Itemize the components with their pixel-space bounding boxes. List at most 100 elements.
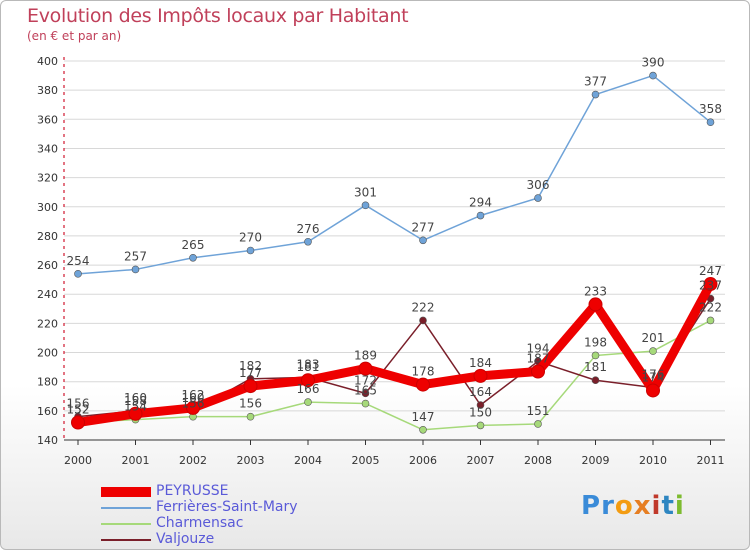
data-label: 176 [642,368,665,382]
logo-letter: t [661,491,675,521]
logo-letter: x [633,491,652,521]
data-point [246,412,255,421]
data-label: 154 [124,400,147,414]
data-label: 158 [124,394,147,408]
data-label: 184 [469,356,492,370]
x-tick-label: 2002 [179,454,207,467]
x-tick-label: 2009 [582,454,610,467]
data-label: 181 [584,360,607,374]
legend-label-valjouze: Valjouze [156,531,215,547]
data-point [416,377,430,392]
y-tick-label: 180 [37,376,58,389]
data-label: 165 [354,384,377,398]
x-tick-label: 2004 [294,454,322,467]
y-tick-label: 320 [37,172,58,185]
data-point [189,253,197,262]
y-tick-label: 160 [37,405,58,418]
logo-letter: P [581,491,602,521]
data-label: 183 [297,357,320,371]
data-label: 358 [699,102,722,116]
data-label: 181 [297,360,320,374]
y-tick-label: 140 [37,434,58,447]
legend-swatch-ferrieres [101,507,151,509]
series-line-peyrusse [73,279,715,428]
data-label: 189 [354,349,377,363]
data-label: 390 [642,56,665,70]
data-label: 247 [699,264,722,278]
data-label: 177 [239,366,262,380]
data-point [703,277,718,292]
data-label: 377 [584,75,607,89]
data-label: 160 [124,391,147,405]
data-point [301,373,315,388]
y-tick-label: 240 [37,288,58,301]
data-label: 270 [239,231,262,245]
data-label: 174 [642,370,665,384]
data-point [71,415,85,430]
data-point [534,194,542,202]
y-tick-label: 220 [37,317,58,330]
data-label: 198 [584,335,607,349]
data-point [74,270,82,278]
x-tick-label: 2006 [409,454,437,467]
data-point [246,246,255,255]
data-point [419,236,427,245]
data-point [131,265,140,274]
data-point [304,237,312,246]
data-point [361,399,370,408]
data-label: 201 [642,331,665,345]
data-point [591,376,600,385]
data-label: 152 [67,403,90,417]
data-point [706,316,715,325]
data-label: 182 [239,359,262,373]
data-label: 254 [67,254,90,268]
data-point [243,379,258,394]
data-label: 152 [67,403,90,417]
data-point [591,90,600,99]
data-point [358,361,373,376]
x-tick-label: 2011 [697,454,725,467]
x-tick-label: 2008 [524,454,552,467]
proxiti-logo: Proxiti [581,491,685,521]
data-point [473,368,488,383]
y-tick-label: 360 [37,113,58,126]
legend-label-peyrusse: PEYRUSSE [156,483,229,499]
data-point [476,211,485,220]
data-point [649,347,657,355]
chart-title: Evolution des Impôts locaux par Habitant [27,5,409,27]
data-point [304,398,312,406]
data-label: 301 [354,185,377,199]
logo-letter: o [614,491,634,521]
data-label: 222 [412,300,435,314]
y-tick-label: 380 [37,84,58,97]
data-label: 156 [182,397,205,411]
data-label: 194 [527,341,550,355]
data-point [646,383,660,398]
data-label: 147 [412,410,435,424]
data-point [588,297,603,312]
x-tick-label: 2000 [64,454,92,467]
data-label: 164 [469,385,492,399]
y-tick-label: 340 [37,142,58,155]
y-tick-label: 200 [37,347,58,360]
data-point [706,118,715,127]
data-point [534,420,542,428]
y-tick-label: 260 [37,259,58,272]
logo-letter: i [674,491,685,521]
x-tick-label: 2005 [352,454,380,467]
data-label: 233 [584,284,607,298]
legend-swatch-peyrusse [101,487,151,497]
data-label: 166 [297,382,320,396]
x-tick-label: 2003 [237,454,265,467]
x-tick-label: 2001 [122,454,150,467]
data-label: 150 [469,405,492,419]
legend-label-charmensac: Charmensac [156,515,244,531]
data-label: 160 [182,391,205,405]
data-label: 277 [412,220,435,234]
data-label: 222 [699,300,722,314]
chart-subtitle: (en € et par an) [27,29,122,43]
data-label: 172 [354,373,377,387]
series-line-ferri-res-saint-mary [77,74,712,275]
y-tick-label: 400 [37,55,58,68]
